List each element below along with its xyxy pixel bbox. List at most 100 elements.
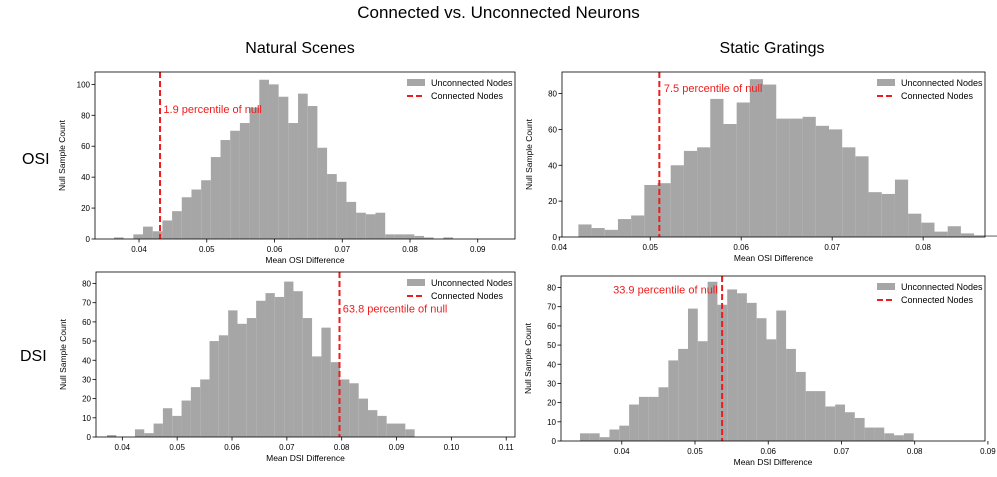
histogram-bar <box>181 400 191 437</box>
histogram-bar <box>599 437 610 441</box>
histogram-bar <box>648 396 659 441</box>
histogram-bar <box>143 226 153 239</box>
histogram-bar <box>423 237 434 239</box>
legend-label-unconnected: Unconnected Nodes <box>431 278 513 288</box>
histogram-bar <box>825 406 836 441</box>
histogram-bar <box>336 181 347 239</box>
histogram-bar <box>321 327 331 437</box>
histogram-bar <box>375 212 386 239</box>
histogram-bar <box>736 102 750 237</box>
y-axis-label: Null Sample Count <box>524 118 534 190</box>
row-label-dsi: DSI <box>20 348 47 365</box>
histogram-bar <box>278 96 289 239</box>
histogram-bar <box>987 235 997 237</box>
x-axis-label: Mean DSI Difference <box>266 453 345 463</box>
y-tick-label: 30 <box>547 379 556 388</box>
x-tick-label: 0.08 <box>915 243 931 252</box>
chart-static-gratings-osi: 7.5 percentile of null 0.04 0.05 0.06 0.07 0.… <box>524 71 997 263</box>
histogram-bar <box>717 304 728 441</box>
legend: Unconnected Nodes Connected Nodes <box>407 78 513 101</box>
histogram-bar <box>609 429 620 441</box>
histogram-bar <box>776 310 787 441</box>
histogram-bar <box>386 423 396 437</box>
histogram-bar <box>683 150 698 237</box>
y-tick-label: 80 <box>81 111 90 120</box>
y-tick-label: 50 <box>547 341 556 350</box>
histogram-bar <box>368 410 378 437</box>
legend-label-unconnected: Unconnected Nodes <box>901 282 983 292</box>
histogram-bar <box>960 233 975 237</box>
histogram-bar <box>113 237 124 239</box>
histogram-bar <box>385 234 395 239</box>
x-tick-label: 0.08 <box>907 447 923 456</box>
histogram-bar <box>678 348 688 441</box>
x-tick-label: 0.07 <box>824 243 840 252</box>
x-tick-label: 0.07 <box>334 245 350 254</box>
legend-label-connected: Connected Nodes <box>431 291 504 301</box>
histogram-bar <box>815 391 826 441</box>
histogram-bar <box>707 281 718 441</box>
histogram-bar <box>631 215 645 237</box>
histogram-bar <box>293 291 303 437</box>
y-tick-label: 0 <box>87 433 92 442</box>
chart-static-gratings-dsi: 33.9 percentile of null 0.04 0.05 0.06 0.07 0… <box>523 275 996 467</box>
x-tick-label: 0.05 <box>642 243 658 252</box>
histogram-bar <box>737 293 747 441</box>
histogram-bar <box>868 192 882 237</box>
y-tick-label: 0 <box>86 235 91 244</box>
histogram-bar <box>256 300 266 437</box>
chart-natural-scenes-dsi: 63.8 percentile of null 0.04 0.05 0.06 0.07 0… <box>58 271 516 463</box>
y-tick-label: 60 <box>547 322 556 331</box>
legend-swatch-unconnected <box>407 79 425 86</box>
histogram-bar <box>230 130 240 239</box>
histogram-bar <box>934 231 948 237</box>
histogram-bar <box>789 118 803 237</box>
histogram-bar <box>578 224 592 237</box>
histogram-bar <box>776 118 790 237</box>
histogram-bar <box>330 362 341 437</box>
histogram-bar <box>284 281 294 437</box>
histogram-bar <box>395 423 406 437</box>
y-tick-label: 20 <box>547 399 556 408</box>
histogram-bar <box>604 229 618 237</box>
histogram-bar <box>259 79 269 240</box>
legend-label-connected: Connected Nodes <box>901 295 974 305</box>
histogram-bar <box>237 323 247 437</box>
histogram-bar <box>356 212 366 239</box>
histogram-bar <box>802 116 816 237</box>
histogram-bar <box>894 435 904 441</box>
histogram-bar <box>974 235 988 237</box>
x-tick-label: 0.06 <box>267 245 283 254</box>
histogram-bar <box>746 302 757 441</box>
figure-title: Connected vs. Unconnected Neurons <box>357 3 640 22</box>
y-axis-label: Null Sample Count <box>58 318 68 390</box>
x-tick-label: 0.06 <box>760 447 776 456</box>
histogram-bar <box>394 234 405 239</box>
legend-label-unconnected: Unconnected Nodes <box>431 78 513 88</box>
legend: Unconnected Nodes Connected Nodes <box>407 278 513 301</box>
histogram-bar <box>162 220 173 239</box>
histogram-bar <box>658 387 669 441</box>
histogram-bar <box>327 174 337 239</box>
histogram-bar <box>228 310 238 437</box>
y-axis-label: Null Sample Count <box>523 322 533 394</box>
histogram-bar <box>312 356 322 437</box>
y-tick-label: 60 <box>548 125 557 134</box>
histogram-bar <box>302 318 313 437</box>
y-tick-label: 40 <box>81 173 90 182</box>
legend-label-connected: Connected Nodes <box>901 91 974 101</box>
histogram-bar <box>443 237 454 239</box>
y-tick-label: 50 <box>82 337 91 346</box>
legend-swatch-unconnected <box>877 79 895 86</box>
histogram-bar <box>855 156 869 237</box>
histogram-bar <box>766 339 777 441</box>
histogram-bar <box>697 147 711 237</box>
histogram-bar <box>638 396 649 441</box>
legend-label-connected: Connected Nodes <box>431 91 504 101</box>
histogram-bar <box>106 435 117 437</box>
histogram-bar <box>894 179 909 237</box>
x-tick-label: 0.04 <box>614 447 630 456</box>
histogram-bar <box>828 129 843 237</box>
histogram-bar <box>190 387 201 437</box>
y-tick-label: 80 <box>82 280 91 289</box>
